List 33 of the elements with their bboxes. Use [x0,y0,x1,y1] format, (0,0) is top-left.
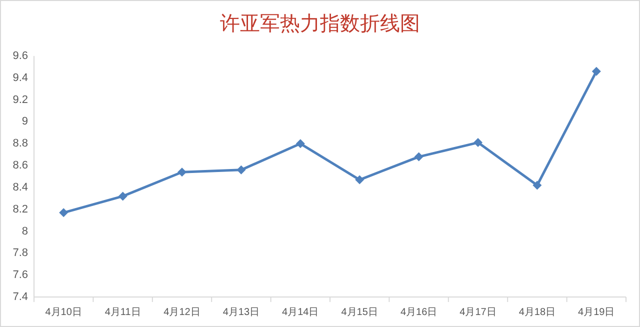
point [414,152,424,162]
point [532,180,542,190]
y-tick-label: 9 [22,116,28,128]
y-tick-label: 8.2 [12,203,28,216]
y-tick-label: 8.4 [12,181,28,194]
point [296,139,305,148]
point [474,138,482,148]
point [178,168,186,177]
y-tick-label: 7.6 [12,269,28,282]
x-tick-label: 4月13日 [222,307,260,318]
x-tick-label: 4月15日 [341,307,378,318]
y-tick-label: 9.6 [12,50,28,62]
x-tick-label: 4月11日 [104,307,141,318]
x-tick-label: 4月18日 [518,307,556,318]
y-tick-label: 8.6 [12,160,28,172]
point [236,165,246,174]
y-tick-label: 8.8 [12,138,28,150]
point [592,66,601,76]
y-tick-label: 9.2 [12,94,28,106]
x-tick-label: 4月17日 [460,307,496,318]
y-tick-label: 7.4 [12,291,28,303]
y-tick-label: 8 [22,225,28,238]
x-tick-label: 4月19日 [578,307,615,318]
x-tick-label: 4月14日 [282,307,319,318]
x-tick-label: 4月12日 [164,307,200,318]
x-tick-label: 4月10日 [45,307,82,318]
point [59,208,68,218]
title: 许亚军热力指数折线图 [220,13,420,35]
x-tick-label: 4月16日 [400,307,438,318]
y-tick-label: 7.8 [12,247,28,260]
y-tick-label: 9.4 [12,72,28,84]
point [355,175,364,184]
point [118,192,128,201]
